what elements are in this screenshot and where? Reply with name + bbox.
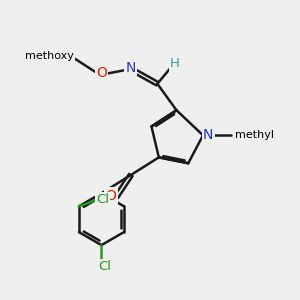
Text: N: N: [126, 61, 136, 75]
Text: methyl: methyl: [235, 130, 274, 140]
Text: Cl: Cl: [98, 260, 111, 273]
Text: H: H: [170, 57, 180, 70]
Text: N: N: [203, 128, 214, 142]
Text: O: O: [105, 189, 116, 202]
Text: methoxy: methoxy: [25, 51, 74, 61]
Text: Cl: Cl: [96, 193, 109, 206]
Text: O: O: [96, 66, 107, 80]
